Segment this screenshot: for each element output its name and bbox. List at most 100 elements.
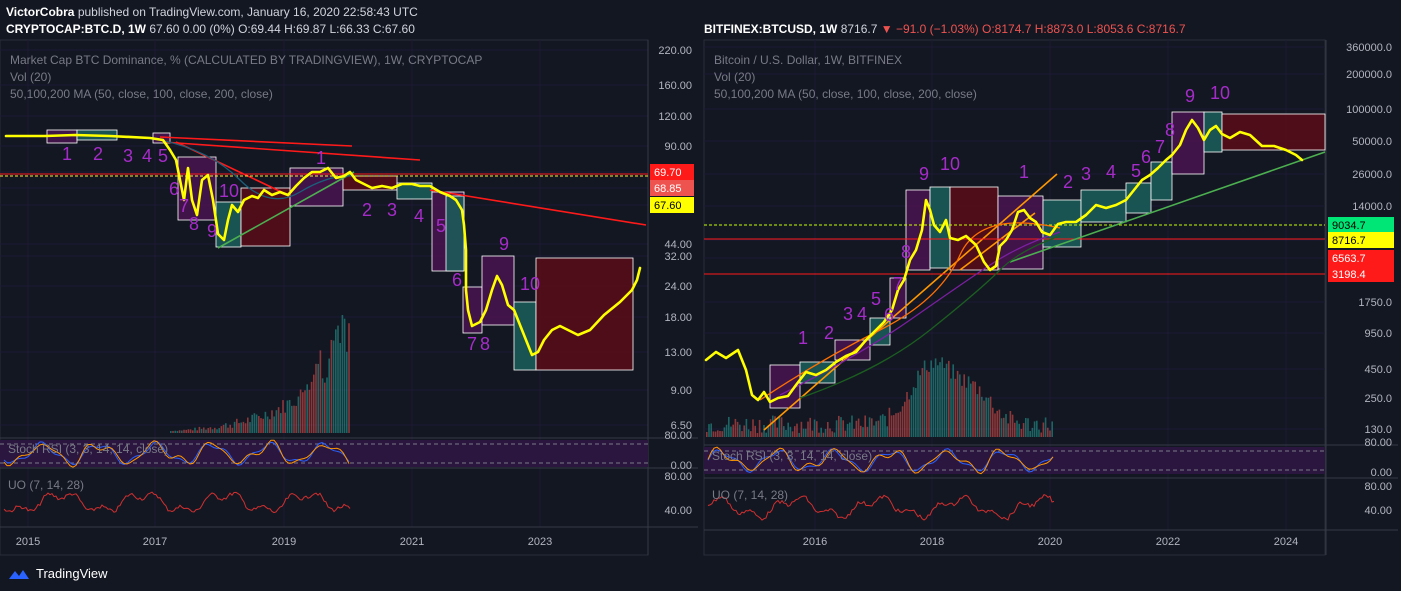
volume-bar bbox=[1040, 432, 1042, 437]
wave-label: 8 bbox=[480, 334, 490, 354]
volume-bar bbox=[723, 427, 726, 437]
volume-bar bbox=[882, 414, 884, 437]
volume-bar bbox=[849, 422, 851, 437]
volume-bar bbox=[857, 418, 860, 437]
wave-box bbox=[215, 201, 242, 248]
stoch-tick: 0.00 bbox=[671, 460, 692, 472]
volume-bar bbox=[937, 365, 939, 437]
volume-bar bbox=[899, 411, 902, 437]
volume-bar bbox=[967, 376, 970, 437]
y-tick-label: 200000.0 bbox=[1346, 69, 1392, 81]
volume-bar bbox=[728, 416, 730, 437]
right-symbol-line: BITFINEX:BTCUSD, 1W 8716.7 ▼ −91.0 (−1.0… bbox=[704, 22, 1186, 36]
volume-bar bbox=[1029, 430, 1031, 437]
volume-bar bbox=[194, 427, 196, 433]
volume-bar bbox=[956, 370, 959, 437]
price-label: 3198.4 bbox=[1332, 269, 1366, 281]
right-change: ▼ −91.0 (−1.03%) bbox=[880, 22, 979, 36]
wave-label: 6 bbox=[452, 270, 462, 290]
volume-bar bbox=[214, 427, 216, 433]
volume-bar bbox=[288, 399, 291, 433]
wave-label: 2 bbox=[824, 323, 834, 343]
volume-bar bbox=[992, 407, 994, 437]
volume-bar bbox=[1036, 420, 1038, 437]
volume-bar bbox=[840, 417, 842, 437]
footer[interactable]: TradingView bbox=[8, 566, 108, 581]
author-name[interactable]: VictorCobra bbox=[6, 5, 75, 19]
wave-label: 2 bbox=[362, 200, 372, 220]
volume-bar bbox=[963, 374, 965, 437]
wave-label: 1 bbox=[316, 148, 326, 168]
left-symbol-line: CRYPTOCAP:BTC.D, 1W 67.60 0.00 (0%) O:69… bbox=[6, 22, 415, 36]
indicator-label: 50,100,200 MA (50, close, 100, close, 20… bbox=[714, 87, 977, 101]
volume-bar bbox=[950, 378, 952, 437]
volume-bar bbox=[209, 427, 212, 433]
volume-bar bbox=[339, 342, 341, 433]
wave-label: 4 bbox=[142, 146, 152, 166]
wave-label: 6 bbox=[884, 305, 894, 325]
price-line bbox=[4, 133, 642, 357]
volume-bar bbox=[1042, 422, 1045, 437]
uo-tick: 40.00 bbox=[664, 505, 692, 517]
price-label-box bbox=[1328, 232, 1394, 248]
volume-bar bbox=[710, 423, 712, 437]
wave-label: 10 bbox=[219, 181, 239, 201]
volume-bar bbox=[763, 425, 765, 437]
publish-info: published on TradingView.com, January 16… bbox=[77, 5, 418, 19]
volume-bar bbox=[831, 431, 833, 437]
volume-bar bbox=[343, 318, 346, 433]
wave-label: 7 bbox=[179, 196, 189, 216]
uo-line bbox=[3, 491, 351, 514]
volume-bar bbox=[255, 414, 258, 433]
wave-label: 3 bbox=[1081, 164, 1091, 184]
volume-bar bbox=[756, 432, 759, 437]
wave-label: 4 bbox=[414, 206, 424, 226]
volume-bar bbox=[708, 424, 710, 437]
y-tick-label: 100000.0 bbox=[1346, 104, 1392, 116]
volume-bar bbox=[299, 389, 302, 433]
volume-bar bbox=[1018, 423, 1020, 437]
volume-bar bbox=[906, 391, 908, 437]
volume-bar bbox=[811, 430, 814, 437]
volume-bar bbox=[244, 423, 247, 433]
volume-bar bbox=[866, 426, 869, 437]
volume-bar bbox=[981, 396, 983, 437]
volume-bar bbox=[961, 385, 963, 437]
volume-bar bbox=[767, 425, 770, 437]
stoch-k-line bbox=[3, 441, 350, 466]
volume-bar bbox=[183, 429, 185, 433]
volume-bar bbox=[875, 421, 877, 437]
right-ohlc: O:8174.7 H:8873.0 L:8053.6 C:8716.7 bbox=[982, 22, 1186, 36]
volume-bar bbox=[172, 430, 174, 433]
trend-line bbox=[1009, 151, 1326, 263]
price-label-box bbox=[1328, 250, 1394, 266]
volume-bar bbox=[284, 412, 286, 433]
volume-bar bbox=[853, 428, 855, 437]
wave-label: 1 bbox=[798, 328, 808, 348]
stoch-d-line bbox=[707, 446, 1054, 475]
moving-average-line bbox=[779, 231, 1061, 396]
wave-label: 5 bbox=[436, 216, 446, 236]
volume-bar bbox=[706, 431, 708, 437]
wave-box bbox=[1171, 111, 1205, 175]
volume-bar bbox=[983, 400, 985, 437]
volume-bar bbox=[1009, 411, 1012, 437]
price-label-box bbox=[1328, 266, 1394, 282]
volume-bar bbox=[954, 378, 957, 437]
volume-bar bbox=[985, 397, 987, 437]
volume-bar bbox=[189, 429, 192, 433]
uo-tick: 80.00 bbox=[664, 471, 692, 483]
stoch-label: Stoch RSI (3, 3, 14, 14, close) bbox=[712, 449, 872, 463]
wave-label: 7 bbox=[467, 334, 477, 354]
volume-bar bbox=[211, 429, 214, 433]
price-label-box bbox=[1328, 217, 1394, 233]
y-tick-label: 50000.0 bbox=[1352, 136, 1392, 148]
volume-bar bbox=[1049, 430, 1051, 437]
volume-bar bbox=[317, 363, 319, 433]
volume-bar bbox=[227, 427, 229, 433]
volume-bar bbox=[952, 364, 954, 437]
volume-bar bbox=[871, 418, 873, 437]
volume-bar bbox=[196, 430, 198, 433]
volume-bar bbox=[787, 422, 789, 437]
